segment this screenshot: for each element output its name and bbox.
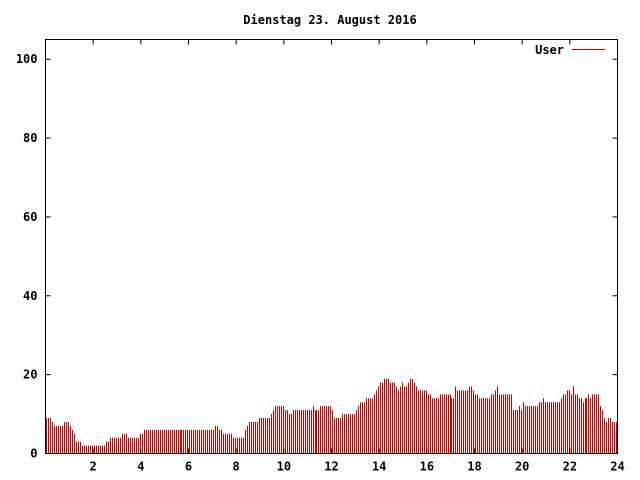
legend-label: User	[535, 43, 564, 57]
y-tick-label: 40	[23, 289, 37, 303]
x-tick-label: 18	[467, 460, 481, 474]
x-tick-label: 6	[185, 460, 192, 474]
x-tick-label: 2	[90, 460, 97, 474]
x-tick-label: 24	[610, 460, 624, 474]
x-tick-label: 8	[233, 460, 240, 474]
y-tick-label: 80	[23, 131, 37, 145]
chart-title: Dienstag 23. August 2016	[243, 13, 416, 27]
x-tick-label: 14	[372, 460, 386, 474]
x-tick-label: 4	[137, 460, 144, 474]
x-tick-label: 10	[277, 460, 291, 474]
bars-group	[46, 378, 617, 454]
legend: User	[535, 43, 605, 57]
y-tick-label: 100	[16, 52, 38, 66]
x-tick-label: 12	[324, 460, 338, 474]
y-tick-label: 20	[23, 368, 37, 382]
plot-frame	[45, 39, 618, 454]
x-tick-label: 20	[515, 460, 529, 474]
y-tick-label: 60	[23, 210, 37, 224]
y-tick-label: 0	[30, 447, 37, 461]
x-tick-label: 16	[420, 460, 434, 474]
x-tick-label: 22	[563, 460, 577, 474]
